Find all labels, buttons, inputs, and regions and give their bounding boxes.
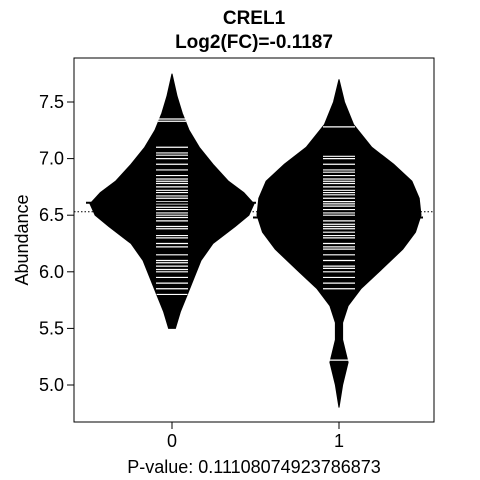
y-axis: 5.0 5.5 6.0 6.5 7.0 7.5	[39, 92, 75, 395]
y-tick-label: 7.0	[39, 149, 64, 169]
x-tick-label: 0	[167, 431, 177, 451]
y-tick-label: 7.5	[39, 92, 64, 112]
y-tick-label: 6.0	[39, 262, 64, 282]
y-tick-label: 5.5	[39, 318, 64, 338]
y-axis-label: Abundance	[12, 194, 32, 285]
plot-area	[74, 73, 434, 408]
y-tick-label: 5.0	[39, 375, 64, 395]
x-axis-label: P-value: 0.11108074923786873	[127, 457, 381, 477]
x-tick-label: 1	[334, 431, 344, 451]
chart-title: CREL1	[223, 8, 286, 29]
y-tick-label: 6.5	[39, 205, 64, 225]
chart-subtitle: Log2(FC)=-0.1187	[175, 32, 333, 53]
